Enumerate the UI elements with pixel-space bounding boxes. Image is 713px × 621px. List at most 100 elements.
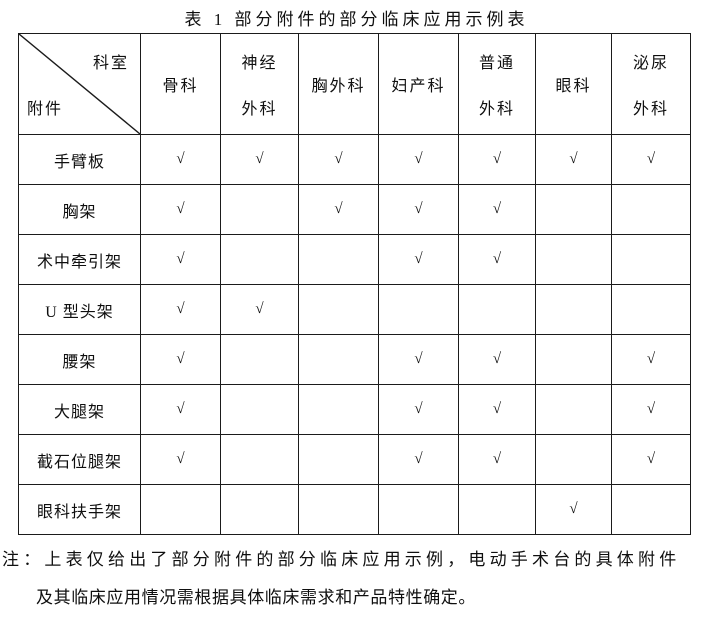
check-cell: √ <box>611 334 691 385</box>
table-row: 眼科扶手架 √ <box>18 484 691 535</box>
check-cell: √ <box>220 134 299 185</box>
check-cell: √ <box>140 434 221 485</box>
check-cell: √ <box>378 184 459 235</box>
empty-cell <box>535 334 612 385</box>
footnote-line1-text: 上表仅给出了部分附件的部分临床应用示例，电动手术台的具体附件 <box>44 550 681 569</box>
check-cell: √ <box>611 384 691 435</box>
empty-cell <box>535 384 612 435</box>
check-cell: √ <box>298 184 379 235</box>
empty-cell <box>220 384 299 435</box>
column-header-line: 外科 <box>478 101 515 118</box>
empty-cell <box>220 334 299 385</box>
check-cell: √ <box>611 134 691 185</box>
column-header-line: 外科 <box>632 101 669 118</box>
column-header-line: 普通 <box>478 55 515 72</box>
empty-cell <box>611 184 691 235</box>
check-cell: √ <box>220 284 299 335</box>
empty-cell <box>611 484 691 535</box>
empty-cell <box>458 284 536 335</box>
check-cell: √ <box>378 134 459 185</box>
column-header-1: 神经 外科 <box>220 33 299 135</box>
row-label: 大腿架 <box>18 384 141 435</box>
empty-cell <box>535 434 612 485</box>
check-cell: √ <box>140 134 221 185</box>
empty-cell <box>220 184 299 235</box>
empty-cell <box>611 234 691 285</box>
empty-cell <box>220 434 299 485</box>
row-label: 腰架 <box>18 334 141 385</box>
check-cell: √ <box>378 234 459 285</box>
column-header-line: 外科 <box>241 101 278 118</box>
header-row: 科室 附件 骨科 神经 外科 胸外科 妇产科 普通 外科 眼科 泌尿 外科 <box>18 33 691 135</box>
row-label: 胸架 <box>18 184 141 235</box>
table-row: 大腿架 √ √ √ √ <box>18 384 691 435</box>
table-row: U 型头架 √ √ <box>18 284 691 335</box>
check-cell: √ <box>458 234 536 285</box>
check-cell: √ <box>458 334 536 385</box>
footnote-line-1: 注：上表仅给出了部分附件的部分临床应用示例，电动手术台的具体附件 <box>2 549 713 571</box>
check-cell: √ <box>535 484 612 535</box>
row-label: 截石位腿架 <box>18 434 141 485</box>
check-cell: √ <box>458 184 536 235</box>
empty-cell <box>298 384 379 435</box>
check-cell: √ <box>140 384 221 435</box>
check-cell: √ <box>298 134 379 185</box>
row-label: 手臂板 <box>18 134 141 185</box>
column-header-0: 骨科 <box>140 33 221 135</box>
empty-cell <box>220 234 299 285</box>
empty-cell <box>220 484 299 535</box>
column-header-3: 妇产科 <box>378 33 459 135</box>
check-cell: √ <box>378 434 459 485</box>
column-header-2: 胸外科 <box>298 33 379 135</box>
empty-cell <box>378 284 459 335</box>
check-cell: √ <box>140 284 221 335</box>
check-cell: √ <box>140 234 221 285</box>
empty-cell <box>458 484 536 535</box>
column-header-line: 泌尿 <box>632 55 669 72</box>
check-cell: √ <box>611 434 691 485</box>
empty-cell <box>535 284 612 335</box>
corner-label-accessory: 附件 <box>27 101 64 118</box>
empty-cell <box>298 434 379 485</box>
empty-cell <box>611 284 691 335</box>
table-row: 腰架 √ √ √ √ <box>18 334 691 385</box>
footnote-line-2: 及其临床应用情况需根据具体临床需求和产品特性确定。 <box>36 588 476 607</box>
empty-cell <box>535 184 612 235</box>
row-label: 术中牵引架 <box>18 234 141 285</box>
empty-cell <box>298 284 379 335</box>
table-row: 截石位腿架 √ √ √ √ <box>18 434 691 485</box>
table-title: 表 1 部分附件的部分临床应用示例表 <box>184 10 529 29</box>
clinical-application-table: 科室 附件 骨科 神经 外科 胸外科 妇产科 普通 外科 眼科 泌尿 外科 手臂板 √ √ √ √ √ √ √ 胸… <box>18 33 691 535</box>
empty-cell <box>298 234 379 285</box>
column-header-5: 眼科 <box>535 33 612 135</box>
empty-cell <box>378 484 459 535</box>
corner-cell: 科室 附件 <box>18 33 141 135</box>
column-header-6: 泌尿 外科 <box>611 33 691 135</box>
check-cell: √ <box>535 134 612 185</box>
table-row: 手臂板 √ √ √ √ √ √ √ <box>18 134 691 185</box>
column-header-line: 胸外科 <box>311 78 366 95</box>
empty-cell <box>140 484 221 535</box>
empty-cell <box>535 234 612 285</box>
check-cell: √ <box>378 334 459 385</box>
check-cell: √ <box>458 434 536 485</box>
empty-cell <box>298 334 379 385</box>
column-header-line: 骨科 <box>162 78 199 95</box>
column-header-line: 妇产科 <box>391 78 446 95</box>
column-header-line: 神经 <box>241 55 278 72</box>
row-label: U 型头架 <box>18 284 141 335</box>
table-row: 胸架 √ √ √ √ <box>18 184 691 235</box>
row-label: 眼科扶手架 <box>18 484 141 535</box>
check-cell: √ <box>140 184 221 235</box>
footnote-prefix: 注： <box>2 550 45 569</box>
check-cell: √ <box>140 334 221 385</box>
footnote: 注：上表仅给出了部分附件的部分临床应用示例，电动手术台的具体附件 及其临床应用情… <box>2 549 713 609</box>
column-header-line: 眼科 <box>555 78 592 95</box>
empty-cell <box>298 484 379 535</box>
check-cell: √ <box>378 384 459 435</box>
table-body: 手臂板 √ √ √ √ √ √ √ 胸架 √ √ √ √ 术中牵引架 √ √ √ U 型头架 √ √ 腰架 √ √ √ √ 大腿架… <box>18 134 691 535</box>
check-cell: √ <box>458 134 536 185</box>
corner-label-department: 科室 <box>92 55 129 72</box>
column-header-4: 普通 外科 <box>458 33 536 135</box>
